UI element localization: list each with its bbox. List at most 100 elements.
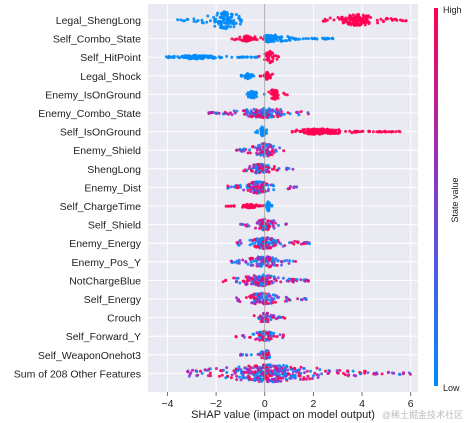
shap-point [342,21,346,24]
shap-point [216,11,220,15]
shap-point [258,188,262,192]
shap-point [351,369,355,373]
shap-point [252,314,256,318]
shap-point [272,297,276,301]
shap-point [328,16,332,20]
shap-point [349,14,353,18]
shap-point [379,17,383,21]
shap-point [270,115,273,119]
shap-point [274,221,278,225]
shap-point [291,370,295,374]
shap-point [222,18,226,22]
shap-point [367,129,371,133]
shap-point [274,257,278,261]
shap-point [336,16,340,19]
shap-point [222,10,226,14]
shap-point [282,149,286,153]
shap-point [259,336,263,340]
shap-point [266,241,270,244]
shap-point [271,262,275,266]
shap-point [200,21,204,25]
shap-point [395,18,399,22]
feature-label: Legal_ShengLong [56,15,141,27]
shap-point [187,374,191,378]
shap-point [270,167,274,171]
shap-point [256,204,260,208]
shap-point [250,301,254,305]
shap-point [256,239,260,243]
shap-point [336,132,340,136]
shap-point [289,365,293,369]
shap-point [245,108,249,112]
shap-point [200,371,204,375]
shap-point [248,92,252,96]
shap-point [255,337,259,341]
shap-point [255,180,259,184]
shap-point [220,56,224,59]
shap-point [254,114,258,118]
shap-point [253,277,257,281]
shap-point [275,89,279,93]
shap-point [237,367,241,371]
shap-point [267,201,271,205]
shap-point [402,371,405,375]
shap-point [275,111,278,115]
shap-point [288,37,292,41]
shap-point [264,349,268,353]
shap-point [214,367,218,370]
shap-point [239,20,243,24]
shap-point [226,204,230,208]
shap-point [267,166,270,170]
shap-point [356,13,360,17]
shap-point [266,113,270,117]
shap-point [270,259,274,263]
shap-point [196,19,200,22]
shap-point [260,316,264,320]
shap-point [251,95,255,99]
shap-point [266,73,270,77]
shap-point [262,312,265,316]
shap-point [190,55,194,59]
shap-point [326,372,330,375]
shap-point [245,113,249,117]
shap-point [252,205,256,209]
shap-point [274,300,277,304]
shap-point [245,186,249,189]
shap-point [266,115,270,119]
shap-point [246,72,249,75]
shap-point [253,371,257,375]
shap-point [364,14,368,18]
shap-point [264,279,268,283]
shap-point [272,219,276,223]
shap-point [309,369,312,373]
feature-label: Enemy_Combo_State [38,108,141,120]
shap-point [389,17,393,21]
shap-point [286,35,290,38]
shap-point [350,18,354,22]
shap-point [285,39,289,43]
shap-point [256,170,260,174]
shap-point [302,242,306,246]
feature-label: Sum of 208 Other Features [14,368,141,380]
watermark: @稀土掘金技术社区 [382,409,463,420]
shap-point [287,277,291,281]
shap-point [355,129,359,133]
shap-point [226,22,230,26]
shap-point [271,378,274,381]
shap-point [264,109,268,113]
shap-point [239,241,243,245]
shap-point [272,188,276,192]
shap-point [235,109,239,113]
shap-point [238,22,242,26]
shap-point [288,241,291,245]
shap-point [246,205,250,209]
shap-point [268,39,272,42]
shap-point [238,281,242,285]
shap-point [233,260,237,264]
shap-point [249,369,253,373]
shap-point [353,21,357,25]
feature-label: Enemy_Dist [84,182,141,194]
shap-point [265,377,269,381]
shap-point [180,54,184,58]
shap-point [260,150,264,154]
